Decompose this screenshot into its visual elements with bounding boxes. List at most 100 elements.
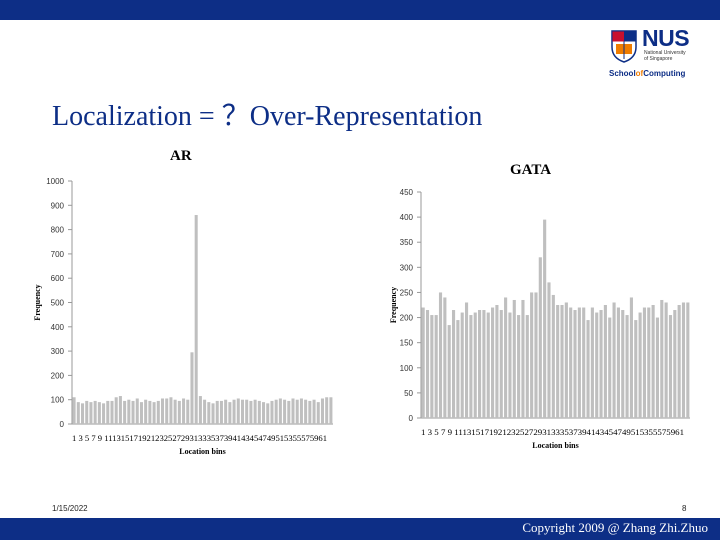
gata-bar-58: [668, 315, 673, 418]
ar-bar-33: [207, 402, 211, 424]
gata-y-tick-label: 400: [400, 213, 414, 222]
ar-bar-13: [123, 400, 127, 424]
nus-subtitle-line1: National University: [644, 50, 686, 56]
gata-bar-6: [443, 297, 447, 418]
gata-y-tick-label: 300: [400, 263, 414, 272]
ar-bar-51: [283, 399, 287, 424]
ar-bar-32: [203, 399, 207, 424]
gata-bar-62: [686, 302, 690, 418]
gata-bar-55: [655, 317, 660, 418]
gata-bar-1: [421, 307, 425, 418]
gata-x-tick-labels: 1 3 5 7 9 111315171921232527293133353739…: [421, 428, 684, 437]
chart-gata-title: GATA: [510, 162, 552, 178]
gata-bar-9: [456, 320, 460, 418]
ar-bar-30: [194, 215, 198, 424]
gata-bar-33: [560, 305, 564, 418]
gata-bar-12: [469, 315, 473, 418]
ar-y-axis-title: Frequency: [33, 284, 42, 320]
gata-bar-42: [599, 310, 603, 418]
gata-bar-26: [530, 292, 534, 418]
top-banner: [0, 0, 720, 20]
gata-bar-32: [556, 305, 560, 418]
gata-bar-28: [538, 257, 542, 418]
gata-bar-38: [582, 307, 586, 418]
ar-bar-16: [135, 398, 139, 424]
gata-bar-30: [547, 282, 551, 418]
gata-bar-43: [603, 305, 607, 418]
ar-bar-18: [144, 399, 148, 424]
gata-bar-54: [651, 305, 655, 418]
gata-bar-16: [486, 312, 490, 418]
gata-bar-57: [664, 302, 668, 418]
ar-y-tick-label: 800: [51, 226, 65, 235]
ar-bar-28: [186, 399, 190, 424]
ar-y-tick-label: 300: [51, 347, 65, 356]
gata-bar-8: [451, 310, 456, 418]
gata-y-tick-label: 350: [400, 238, 414, 247]
ar-bar-15: [131, 400, 135, 424]
ar-bar-3: [81, 403, 85, 424]
ar-bar-22: [160, 398, 165, 424]
gata-bar-19: [499, 310, 503, 418]
ar-bar-23: [165, 398, 169, 424]
gata-y-tick-label: 150: [400, 339, 414, 348]
gata-y-tick-label: 50: [404, 389, 413, 398]
copyright-text: Copyright 2009 @ Zhang Zhi.Zhuo: [522, 520, 708, 535]
ar-bar-35: [215, 400, 219, 424]
ar-bar-27: [182, 398, 186, 424]
ar-bar-26: [177, 400, 181, 424]
gata-y-tick-label: 200: [400, 314, 414, 323]
school-of-computing-label: SchoolofComputing: [609, 69, 686, 78]
gata-bar-2: [425, 310, 430, 418]
ar-x-axis-title: Location bins: [179, 447, 225, 456]
ar-bar-37: [224, 399, 228, 424]
gata-bar-22: [512, 299, 516, 418]
gata-bar-24: [521, 299, 525, 418]
ar-bar-6: [93, 400, 97, 424]
ar-bar-40: [236, 398, 240, 424]
ar-bar-2: [76, 402, 80, 424]
gata-x-axis-title: Location bins: [532, 441, 578, 450]
gata-bar-10: [460, 312, 464, 418]
gata-bar-4: [434, 315, 438, 418]
ar-y-tick-label: 100: [51, 396, 65, 405]
crest-icon: [611, 30, 637, 63]
gata-bar-44: [608, 317, 612, 418]
ar-y-tick-label: 400: [51, 323, 65, 332]
gata-bar-34: [564, 302, 568, 418]
ar-y-tick-label: 0: [60, 420, 65, 429]
gata-bar-14: [478, 310, 482, 418]
ar-bar-39: [232, 399, 236, 424]
ar-bar-17: [139, 402, 143, 424]
ar-bar-46: [262, 402, 266, 424]
ar-bar-54: [295, 399, 299, 424]
gata-bar-23: [517, 315, 521, 418]
gata-bar-21: [508, 312, 512, 418]
gata-bar-27: [534, 292, 538, 418]
gata-bar-35: [569, 307, 573, 418]
gata-bar-11: [464, 302, 469, 418]
gata-bar-48: [625, 315, 629, 418]
ar-bar-38: [228, 402, 232, 424]
ar-bar-34: [211, 403, 215, 424]
ar-bar-44: [253, 399, 257, 424]
gata-bar-5: [438, 292, 443, 418]
ar-bar-48: [270, 400, 274, 424]
ar-bar-57: [308, 400, 312, 424]
ar-bar-31: [198, 396, 202, 424]
gata-bar-40: [590, 307, 594, 418]
ar-bar-58: [312, 399, 316, 424]
gata-y-tick-label: 450: [400, 188, 414, 197]
ar-bar-47: [266, 403, 270, 424]
ar-bar-19: [148, 400, 152, 424]
ar-y-tick-label: 500: [51, 299, 65, 308]
ar-y-tick-label: 600: [51, 274, 65, 283]
gata-bar-47: [621, 310, 625, 418]
gata-bar-15: [482, 310, 486, 418]
nus-wordmark: NUS: [642, 25, 690, 51]
ar-bar-62: [329, 397, 333, 424]
ar-bar-1: [72, 397, 76, 424]
ar-bar-4: [85, 400, 89, 424]
